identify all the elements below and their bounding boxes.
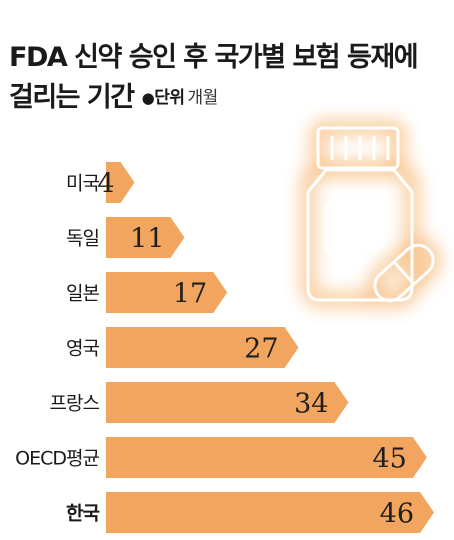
bar-value-label: 46	[380, 499, 414, 530]
bar	[106, 217, 185, 258]
pill-bottle-icon	[302, 122, 440, 307]
unit-value: 개월	[187, 88, 218, 108]
unit-label: 단위	[154, 88, 185, 108]
category-label: OECD평균	[15, 448, 99, 470]
capsule	[373, 243, 435, 303]
bar	[106, 327, 299, 368]
unit-note: ●단위 개월	[141, 78, 219, 118]
category-label: 한국	[66, 503, 99, 525]
category-label: 독일	[66, 228, 99, 250]
bottle-cap	[316, 126, 400, 170]
bar	[106, 382, 349, 423]
title-line-1: FDA 신약 승인 후 국가별 보험 등재에	[9, 42, 419, 73]
bar	[106, 437, 427, 478]
category-label: 미국	[66, 173, 99, 195]
icon-lines	[306, 126, 435, 303]
category-label: 일본	[66, 283, 99, 305]
bottle-label	[324, 203, 362, 252]
title-line-2: 걸리는 기간 ●단위 개월	[9, 78, 417, 118]
bar	[106, 272, 228, 313]
bottle-body	[306, 168, 414, 302]
bar-value-label: 4	[97, 169, 114, 200]
bar-value-label: 45	[373, 444, 407, 475]
bar-value-label: 27	[244, 334, 278, 365]
bar	[106, 492, 434, 533]
bar-value-label: 17	[173, 279, 207, 310]
unit-bullet-icon: ●	[141, 89, 155, 107]
bar-value-label: 11	[130, 224, 164, 255]
bar-value-label: 34	[294, 389, 328, 420]
bar	[106, 162, 135, 203]
chart-title: FDA 신약 승인 후 국가별 보험 등재에 걸리는 기간 ●단위 개월	[9, 38, 419, 118]
title-line-2-text: 걸리는 기간	[9, 82, 135, 113]
bars-group: 미국4 독일 11 일본 17 영국 27 프랑스 34 OECD평균 45 한국 46	[15, 162, 434, 533]
category-label: 영국	[66, 338, 99, 360]
category-label: 프랑스	[50, 393, 100, 415]
